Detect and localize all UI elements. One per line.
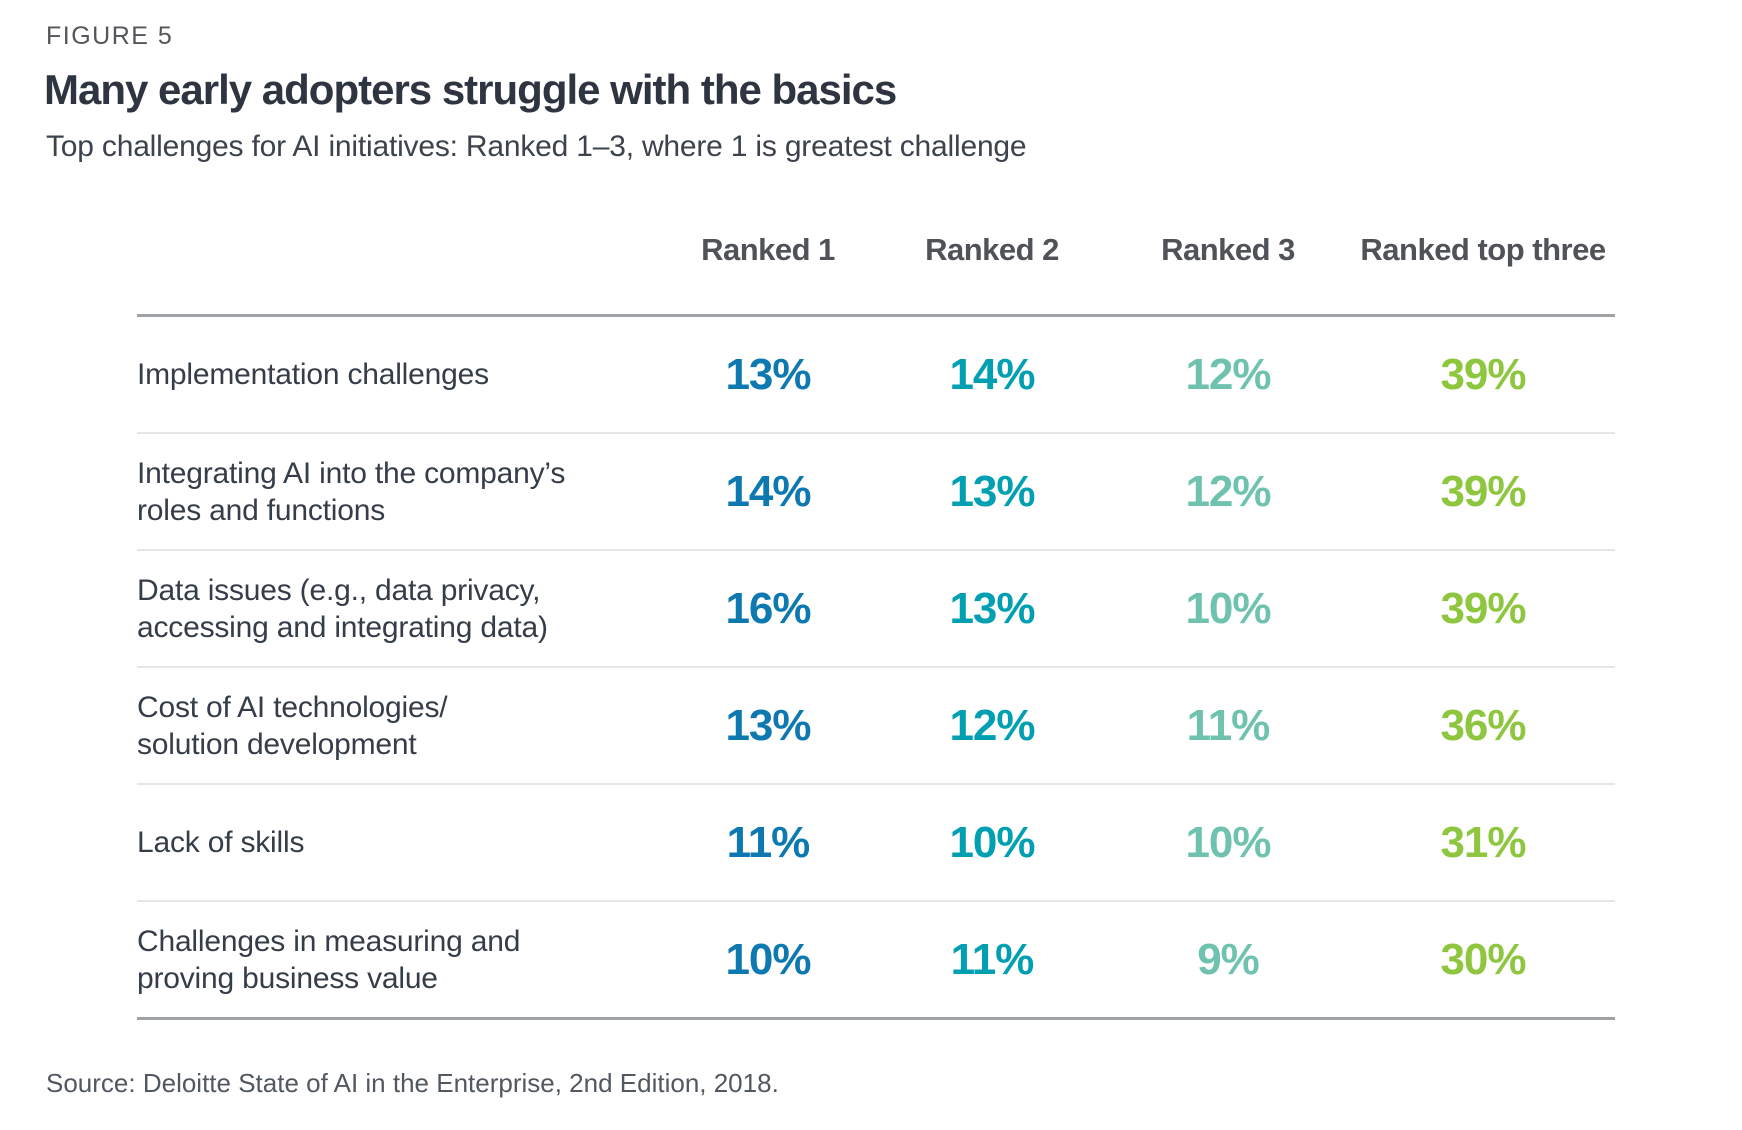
value-cell: 36%: [1440, 700, 1526, 750]
value-cell: 39%: [1440, 466, 1526, 516]
value-cell: 11%: [1186, 700, 1271, 750]
value-cell: 9%: [1197, 934, 1260, 984]
table-row: Cost of AI technologies/ solution develo…: [137, 666, 1615, 783]
value-cell: 30%: [1440, 934, 1526, 984]
page-subtitle: Top challenges for AI initiatives: Ranke…: [46, 130, 1027, 163]
row-label: Integrating AI into the company’s roles …: [137, 456, 566, 527]
value-cell: 39%: [1440, 583, 1526, 633]
row-label: Lack of skills: [137, 826, 305, 859]
table-row: Data issues (e.g., data privacy, accessi…: [137, 549, 1615, 666]
value-cell: 10%: [949, 817, 1035, 867]
table-row: Challenges in measuring and proving busi…: [137, 900, 1615, 1017]
table-header-row: Ranked 1 Ranked 2 Ranked 3 Ranked top th…: [137, 220, 1615, 317]
column-header-ranked-1: Ranked 1: [701, 232, 835, 267]
table-row: Integrating AI into the company’s roles …: [137, 432, 1615, 549]
value-cell: 10%: [725, 934, 811, 984]
value-cell: 13%: [725, 349, 811, 399]
value-cell: 31%: [1440, 817, 1526, 867]
value-cell: 11%: [950, 934, 1035, 984]
row-label: Data issues (e.g., data privacy, accessi…: [137, 573, 548, 644]
column-header-ranked-top-three: Ranked top three: [1360, 232, 1606, 267]
value-cell: 13%: [949, 466, 1035, 516]
value-cell: 13%: [725, 700, 811, 750]
value-cell: 11%: [726, 817, 811, 867]
value-cell: 14%: [725, 466, 811, 516]
value-cell: 39%: [1440, 349, 1526, 399]
challenges-table: Ranked 1 Ranked 2 Ranked 3 Ranked top th…: [137, 220, 1615, 1020]
value-cell: 10%: [1185, 583, 1271, 633]
row-label: Challenges in measuring and proving busi…: [137, 924, 521, 995]
table-row: Implementation challenges 13% 14% 12% 39…: [137, 317, 1615, 432]
source-note: Source: Deloitte State of AI in the Ente…: [46, 1068, 779, 1098]
value-cell: 16%: [725, 583, 811, 633]
value-cell: 12%: [949, 700, 1035, 750]
column-header-ranked-2: Ranked 2: [925, 232, 1059, 267]
row-label: Implementation challenges: [137, 358, 489, 391]
header-spacer-cell: [137, 268, 657, 314]
column-header-ranked-3: Ranked 3: [1161, 232, 1295, 267]
row-label: Cost of AI technologies/ solution develo…: [137, 690, 448, 761]
value-cell: 13%: [949, 583, 1035, 633]
table-bottom-divider: [137, 1017, 1615, 1020]
value-cell: 12%: [1185, 349, 1271, 399]
table-row: Lack of skills 11% 10% 10% 31%: [137, 783, 1615, 900]
value-cell: 10%: [1185, 817, 1271, 867]
page-title: Many early adopters struggle with the ba…: [44, 66, 897, 113]
value-cell: 14%: [949, 349, 1035, 399]
figure-number-label: FIGURE 5: [46, 22, 174, 50]
value-cell: 12%: [1185, 466, 1271, 516]
